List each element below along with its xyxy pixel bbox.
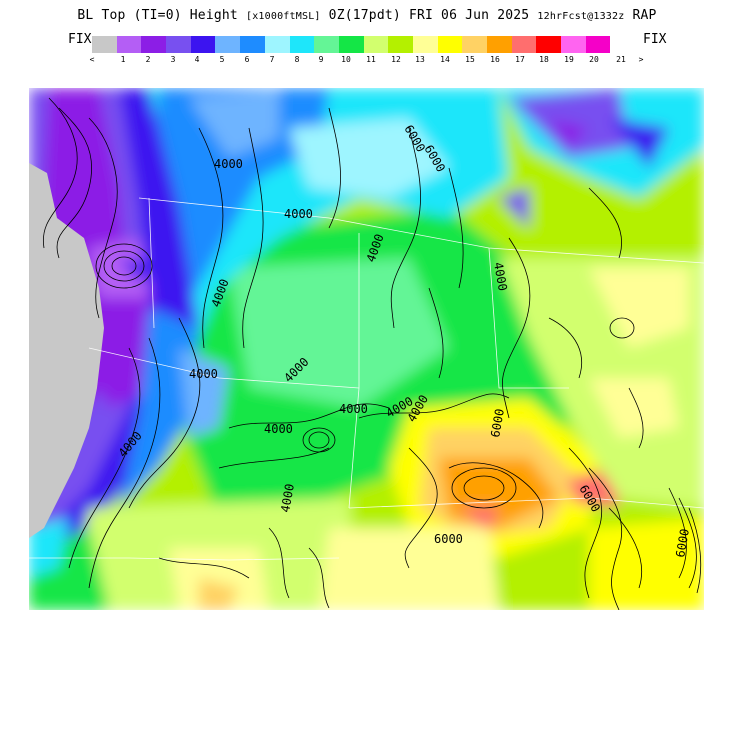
legend-swatch-2	[141, 36, 167, 53]
legend-tick-label: 12	[391, 55, 401, 64]
legend-swatch-14	[437, 36, 463, 53]
legend-swatch-13	[412, 36, 438, 53]
legend-swatch-18	[536, 36, 562, 53]
title-model: RAP	[632, 8, 657, 23]
contour-label: 4000	[189, 367, 218, 381]
legend-swatch-4	[190, 36, 216, 53]
legend-tick-labels: <1 2 3 4 5 6 7 8 9 10 11 12 13 14 15 16 17 18 19 20 21 >	[80, 55, 660, 67]
legend-swatch-17	[511, 36, 537, 53]
contour-lines	[42, 97, 702, 610]
field-fill	[29, 88, 704, 610]
legend-tick-label: 13	[415, 55, 425, 64]
legend-swatch-9	[314, 36, 339, 53]
legend-tick-label: 8	[294, 55, 300, 64]
legend-tick-label: 9	[318, 55, 324, 64]
legend-swatch-0	[92, 36, 117, 53]
contour-label: 4000	[214, 157, 243, 171]
contour-label: 4000	[339, 402, 368, 416]
legend-swatch-3	[166, 36, 191, 53]
legend-swatch-11	[363, 36, 389, 53]
legend-tick-label: 19	[564, 55, 574, 64]
legend-swatch-20	[585, 36, 611, 53]
legend-swatch-12	[388, 36, 413, 53]
state-boundaries	[29, 197, 704, 561]
contour-label: 4000	[278, 483, 297, 514]
legend-swatch-10	[338, 36, 364, 53]
legend-tick-label: 15	[465, 55, 475, 64]
legend-tick-label: 16	[490, 55, 500, 64]
legend-tick-label: 1	[120, 55, 126, 64]
legend-tick-label: 14	[440, 55, 450, 64]
legend-swatch-15	[462, 36, 487, 53]
legend-tick-label: 5	[219, 55, 225, 64]
legend-tick-label: 3	[170, 55, 176, 64]
legend-tick-label: 4	[194, 55, 200, 64]
legend-swatch-19	[561, 36, 586, 53]
legend-tick-label: 18	[539, 55, 549, 64]
contour-label: 4000	[264, 422, 293, 436]
legend-swatch-5	[215, 36, 241, 53]
legend-swatch-16	[487, 36, 512, 53]
legend-tick-label: 21	[616, 55, 626, 64]
color-legend	[92, 36, 611, 53]
legend-tick-label: 11	[366, 55, 376, 64]
contour-label: 4000	[491, 261, 510, 292]
title-main: BL Top (TI=0) Height	[77, 8, 238, 23]
legend-tick-label: 10	[341, 55, 351, 64]
legend-tick-label: 7	[269, 55, 275, 64]
legend-swatch-6	[240, 36, 265, 53]
contour-label: 6000	[434, 532, 463, 546]
contour-label: 6000	[488, 408, 507, 439]
chart-title: BL Top (TI=0) Height [x1000ftMSL] 0Z(17p…	[0, 8, 734, 23]
forecast-map: 6000 6000 4000 4000 4000 4000 4000 4000 4000 4000…	[29, 88, 704, 610]
legend-tick-label: <	[89, 55, 95, 64]
legend-tick-label: 20	[589, 55, 599, 64]
title-units: [x1000ftMSL]	[245, 11, 321, 22]
legend-swatch-8	[289, 36, 315, 53]
legend-tick-label: 17	[515, 55, 525, 64]
legend-fix-right-label: FIX	[643, 32, 667, 47]
legend-swatch-7	[264, 36, 290, 53]
legend-tick-label: 2	[145, 55, 151, 64]
contour-label: 6000	[673, 528, 692, 559]
legend-swatch-1	[116, 36, 142, 53]
contour-label: 4000	[284, 207, 313, 221]
ocean-area	[29, 163, 104, 538]
title-time: 0Z(17pdt) FRI 06 Jun 2025	[328, 8, 530, 23]
legend-fix-left-label: FIX	[68, 32, 92, 47]
legend-tick-label: 6	[244, 55, 250, 64]
legend-tick-label: >	[638, 55, 644, 64]
title-run: 12hrFcst@1332z	[537, 11, 625, 22]
